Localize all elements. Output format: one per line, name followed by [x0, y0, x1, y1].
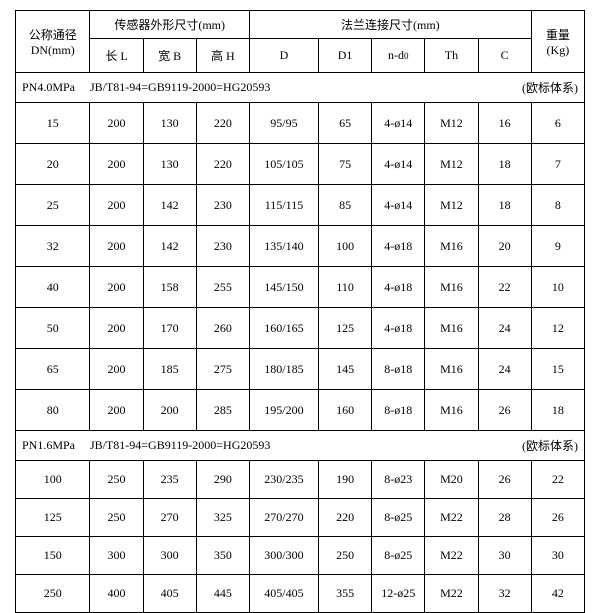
- dn-top: 公称通径: [16, 26, 89, 43]
- group1-left: PN4.0MPa: [16, 73, 90, 103]
- dn-bottom: DN(mm): [16, 43, 89, 58]
- table-row: 150300300350300/3002508-ø25M223030: [16, 537, 585, 575]
- table-row: 25200142230115/115854-ø14M12188: [16, 185, 585, 226]
- group2-right: (欧标体系): [372, 431, 585, 461]
- col-B: 宽 B: [143, 39, 196, 73]
- group1-header: PN4.0MPa JB/T81-94=GB9119-2000=HG20593 (…: [16, 73, 585, 103]
- table-row: 40200158255145/1501104-ø18M162210: [16, 267, 585, 308]
- table-row: 1520013022095/95654-ø14M12166: [16, 103, 585, 144]
- group1-mid: JB/T81-94=GB9119-2000=HG20593: [90, 73, 372, 103]
- col-H: 高 H: [196, 39, 249, 73]
- col-L: 长 L: [90, 39, 143, 73]
- group2-header: PN1.6MPa JB/T81-94=GB9119-2000=HG20593 (…: [16, 431, 585, 461]
- table-row: 100250235290230/2351908-ø23M202622: [16, 461, 585, 499]
- table-row: 125250270325270/2702208-ø25M222826: [16, 499, 585, 537]
- col-D: D: [249, 39, 318, 73]
- group1-right: (欧标体系): [372, 73, 585, 103]
- col-nd0: n-d0: [372, 39, 425, 73]
- col-D1: D1: [319, 39, 372, 73]
- table-row: 250400405445405/40535512-ø25M223242: [16, 575, 585, 613]
- col-dn: 公称通径 DN(mm): [16, 11, 90, 73]
- col-flange-group: 法兰连接尺寸(mm): [249, 11, 531, 39]
- table-row: 32200142230135/1401004-ø18M16209: [16, 226, 585, 267]
- table-row: 80200200285195/2001608-ø18M162618: [16, 390, 585, 431]
- col-C: C: [478, 39, 531, 73]
- weight-top: 重量: [532, 26, 584, 43]
- spec-table: 公称通径 DN(mm) 传感器外形尺寸(mm) 法兰连接尺寸(mm) 重量 (K…: [15, 10, 585, 613]
- table-row: 20200130220105/105754-ø14M12187: [16, 144, 585, 185]
- table-row: 65200185275180/1851458-ø18M162415: [16, 349, 585, 390]
- col-Th: Th: [425, 39, 478, 73]
- col-sensor-group: 传感器外形尺寸(mm): [90, 11, 249, 39]
- col-weight: 重量 (Kg): [531, 11, 584, 73]
- group2-mid: JB/T81-94=GB9119-2000=HG20593: [90, 431, 372, 461]
- weight-bottom: (Kg): [532, 43, 584, 58]
- table-row: 50200170260160/1651254-ø18M162412: [16, 308, 585, 349]
- group2-left: PN1.6MPa: [16, 431, 90, 461]
